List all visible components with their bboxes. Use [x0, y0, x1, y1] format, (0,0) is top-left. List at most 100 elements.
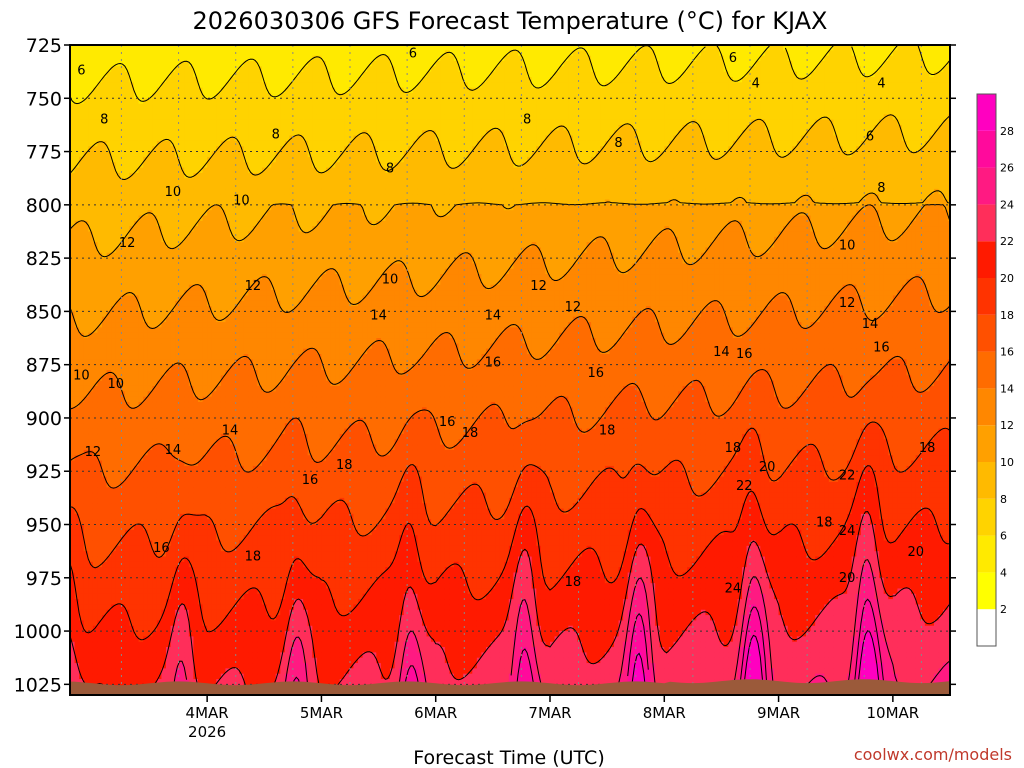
field-cell: [129, 162, 134, 168]
field-cell: [198, 221, 203, 227]
field-cell: [216, 668, 221, 674]
field-cell: [102, 285, 107, 291]
field-cell: [111, 120, 116, 126]
field-cell: [193, 477, 198, 483]
field-cell: [230, 152, 235, 158]
field-cell: [157, 72, 162, 78]
field-cell: [161, 263, 166, 269]
field-cell: [166, 610, 171, 616]
field-cell: [225, 642, 230, 648]
field-cell: [166, 226, 171, 232]
field-cell: [161, 423, 166, 429]
field-cell: [97, 263, 102, 269]
field-cell: [161, 482, 166, 488]
field-cell: [116, 77, 121, 83]
field-cell: [152, 365, 157, 371]
field-cell: [198, 109, 203, 115]
field-cell: [148, 120, 153, 126]
field-cell: [207, 162, 212, 168]
field-cell: [189, 594, 194, 600]
field-cell: [111, 349, 116, 355]
field-cell: [125, 658, 130, 664]
field-cell: [253, 509, 258, 515]
field-cell: [116, 610, 121, 616]
field-cell: [175, 333, 180, 339]
field-cell: [79, 652, 84, 658]
field-cell: [161, 301, 166, 307]
field-cell: [84, 247, 89, 253]
field-cell: [116, 114, 121, 120]
field-cell: [152, 503, 157, 509]
field-cell: [152, 498, 157, 504]
field-cell: [134, 194, 139, 200]
field-cell: [79, 631, 84, 637]
field-cell: [235, 620, 240, 626]
field-cell: [107, 493, 112, 499]
field-cell: [193, 104, 198, 110]
field-cell: [198, 120, 203, 126]
field-cell: [184, 631, 189, 637]
field-cell: [184, 429, 189, 435]
field-cell: [180, 407, 185, 413]
field-cell: [212, 263, 217, 269]
field-cell: [116, 120, 121, 126]
field-cell: [225, 82, 230, 88]
field-cell: [88, 343, 93, 349]
field-cell: [203, 136, 208, 142]
field-cell: [203, 301, 208, 307]
field-cell: [161, 210, 166, 216]
field-cell: [93, 157, 98, 163]
field-cell: [79, 221, 84, 227]
field-cell: [107, 237, 112, 243]
field-cell: [107, 509, 112, 515]
field-cell: [129, 61, 134, 67]
field-cell: [212, 221, 217, 227]
field-cell: [93, 546, 98, 552]
field-cell: [139, 599, 144, 605]
field-cell: [166, 429, 171, 435]
field-cell: [166, 327, 171, 333]
field-cell: [248, 263, 253, 269]
field-cell: [152, 588, 157, 594]
field-cell: [239, 50, 244, 56]
field-cell: [161, 93, 166, 99]
field-cell: [129, 279, 134, 285]
field-cell: [152, 173, 157, 179]
field-cell: [230, 525, 235, 531]
field-cell: [84, 487, 89, 493]
field-cell: [216, 66, 221, 72]
field-cell: [79, 338, 84, 344]
field-cell: [79, 551, 84, 557]
field-cell: [157, 631, 162, 637]
field-cell: [212, 279, 217, 285]
field-cell: [88, 461, 93, 467]
field-cell: [84, 349, 89, 355]
field-cell: [102, 343, 107, 349]
field-cell: [139, 620, 144, 626]
field-cell: [207, 365, 212, 371]
field-cell: [97, 72, 102, 78]
field-cell: [166, 663, 171, 669]
field-cell: [189, 317, 194, 323]
field-cell: [248, 514, 253, 520]
field-cell: [244, 391, 249, 397]
field-cell: [134, 178, 139, 184]
field-cell: [148, 599, 153, 605]
field-cell: [207, 322, 212, 328]
field-cell: [171, 322, 176, 328]
field-cell: [111, 562, 116, 568]
field-cell: [97, 242, 102, 248]
field-cell: [239, 562, 244, 568]
field-cell: [111, 285, 116, 291]
field-cell: [180, 311, 185, 317]
field-cell: [193, 194, 198, 200]
field-cell: [225, 168, 230, 174]
field-cell: [244, 109, 249, 115]
field-cell: [75, 540, 80, 546]
field-cell: [111, 556, 116, 562]
field-cell: [207, 546, 212, 552]
field-cell: [107, 652, 112, 658]
field-cell: [189, 168, 194, 174]
field-cell: [180, 66, 185, 72]
field-cell: [180, 56, 185, 62]
